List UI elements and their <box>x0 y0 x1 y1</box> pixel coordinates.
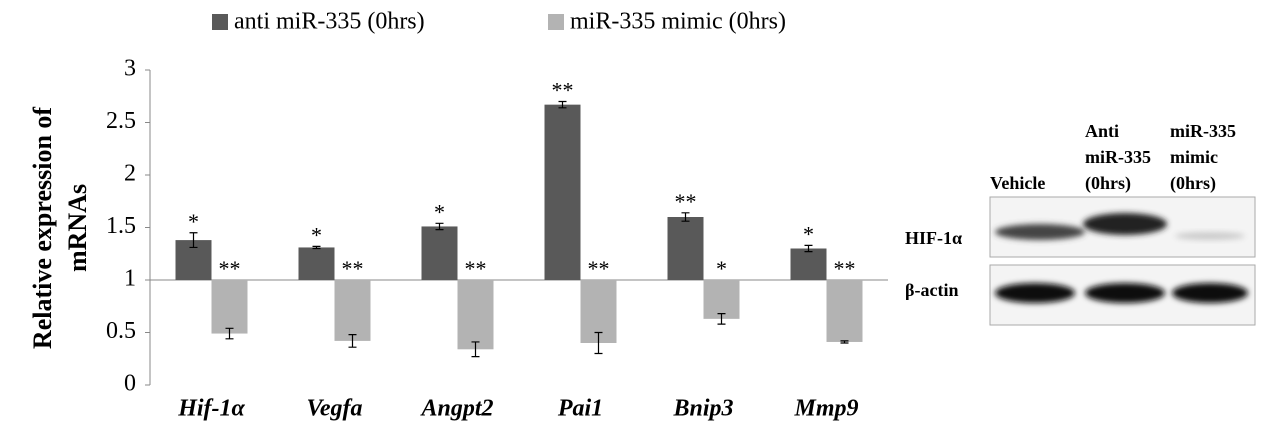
band <box>1083 213 1167 235</box>
significance-label: ** <box>588 256 610 281</box>
y-axis-label-line: mRNAs <box>63 184 92 272</box>
bar <box>335 280 371 341</box>
significance-label: * <box>716 256 727 281</box>
significance-label: ** <box>675 189 697 214</box>
lane-label: Vehicle <box>990 173 1045 193</box>
bar <box>212 280 248 334</box>
y-tick-label: 0.5 <box>106 318 136 344</box>
bar <box>422 226 458 280</box>
lane-label: miR-335 <box>1085 147 1151 167</box>
bar <box>458 280 494 349</box>
y-axis-label: Relative expression of mRNAs <box>28 107 92 349</box>
significance-label: * <box>434 199 445 224</box>
row-label: HIF-1α <box>905 228 962 248</box>
significance-label: ** <box>465 256 487 281</box>
significance-label: ** <box>342 256 364 281</box>
y-tick-label: 0 <box>124 371 136 397</box>
legend-label: miR-335 mimic (0hrs) <box>570 9 786 35</box>
x-tick-label: Bnip3 <box>672 396 733 422</box>
y-tick-label: 2 <box>124 161 136 187</box>
x-tick-label: Mmp9 <box>793 396 858 422</box>
bar <box>545 105 581 280</box>
significance-label: * <box>803 221 814 246</box>
x-tick-label: Angpt2 <box>419 396 493 422</box>
lane-label: miR-335 <box>1170 121 1236 141</box>
bar <box>791 249 827 281</box>
significance-label: ** <box>552 78 574 103</box>
band <box>1175 232 1245 240</box>
y-tick-label: 1 <box>124 266 136 292</box>
bar <box>299 247 335 280</box>
legend-swatch <box>548 14 564 30</box>
y-axis-label-line: Relative expression of <box>28 107 57 349</box>
significance-label: ** <box>834 256 856 281</box>
legend-swatch <box>212 14 228 30</box>
band <box>995 283 1075 303</box>
significance-label: * <box>311 222 322 247</box>
x-tick-label: Pai1 <box>557 396 603 422</box>
significance-label: * <box>188 209 199 234</box>
row-label: β-actin <box>905 280 958 300</box>
lane-label: Anti <box>1085 121 1119 141</box>
y-tick-label: 2.5 <box>106 108 136 134</box>
legend-label: anti miR-335 (0hrs) <box>234 9 425 35</box>
lane-label: (0hrs) <box>1170 173 1216 194</box>
x-tick-label: Vegfa <box>307 396 363 422</box>
bar <box>668 217 704 280</box>
y-tick-label: 3 <box>124 56 136 82</box>
band <box>1172 283 1248 303</box>
y-tick-label: 1.5 <box>106 213 136 239</box>
lane-label: (0hrs) <box>1085 173 1131 194</box>
blot <box>990 197 1255 325</box>
band <box>995 224 1085 240</box>
x-tick-label: Hif-1α <box>177 396 245 422</box>
lane-label: mimic <box>1170 147 1218 167</box>
figure: Relative expression of mRNAs 0 0.5 1 1.5 2 2.… <box>0 0 1267 428</box>
bar <box>827 280 863 342</box>
band <box>1085 283 1165 303</box>
significance-label: ** <box>219 256 241 281</box>
